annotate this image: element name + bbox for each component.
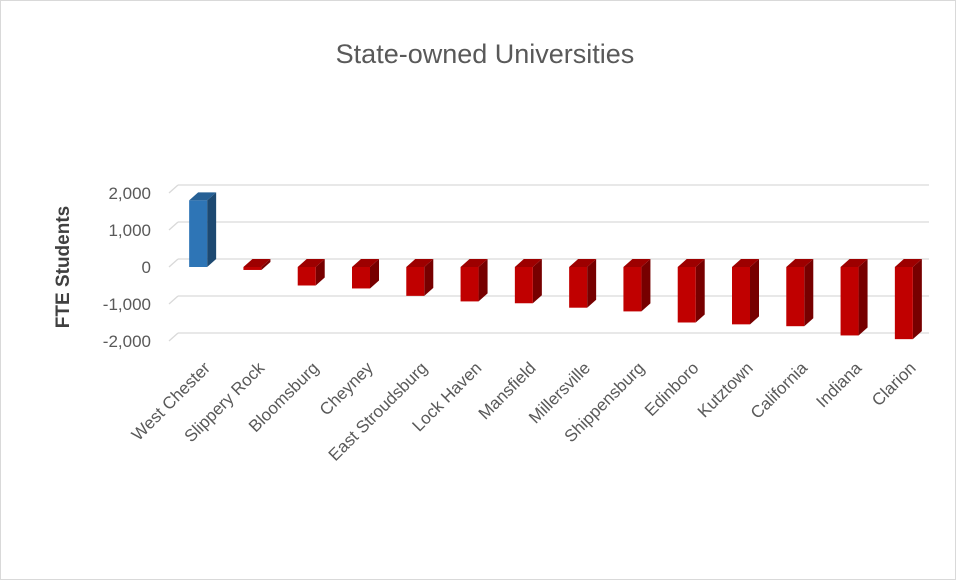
- gridline-floor: [168, 184, 179, 194]
- y-tick-label: 0: [142, 258, 151, 277]
- bar-top: [677, 259, 705, 267]
- gridlines: [168, 184, 929, 342]
- bar-top: [189, 192, 217, 201]
- bar: [352, 259, 379, 289]
- bar: [569, 259, 597, 308]
- x-tick-label: East Stroudsburg: [325, 358, 431, 464]
- bar-front: [460, 267, 479, 302]
- bar-side: [858, 259, 868, 336]
- bar: [894, 259, 922, 340]
- bar-front: [786, 267, 805, 327]
- bars: [189, 192, 922, 340]
- bar-front: [297, 267, 316, 286]
- bar-side: [532, 259, 542, 304]
- bar-side: [912, 259, 922, 340]
- bar: [297, 259, 325, 286]
- bar-side: [370, 259, 379, 289]
- gridline-floor: [168, 295, 179, 305]
- bar: [460, 259, 488, 302]
- bar-side: [478, 259, 488, 302]
- bar-side: [695, 259, 705, 323]
- bar-front: [569, 267, 588, 308]
- chart-title: State-owned Universities: [336, 39, 635, 69]
- bar-top: [460, 259, 488, 267]
- bar-top: [840, 259, 868, 267]
- bar-side: [750, 259, 759, 325]
- bar: [677, 259, 705, 323]
- bar-front: [189, 200, 208, 267]
- bar-front: [243, 267, 262, 270]
- bar-front: [732, 267, 750, 325]
- bar-front: [406, 267, 425, 296]
- y-tick-label: 1,000: [108, 221, 151, 240]
- bar: [406, 259, 434, 296]
- gridline-floor: [168, 332, 179, 342]
- bar: [786, 259, 814, 327]
- bar: [840, 259, 868, 336]
- bar-top: [352, 259, 379, 267]
- x-tick-label: Edinboro: [641, 358, 703, 420]
- bar-top: [243, 259, 271, 267]
- bar-front: [677, 267, 696, 323]
- bar-side: [315, 259, 325, 286]
- y-tick-label: 2,000: [108, 184, 151, 203]
- bar-side: [587, 259, 597, 308]
- bar-front: [352, 267, 370, 289]
- y-axis-ticks: 2,000 1,000 0 -1,000 -2,000: [103, 184, 151, 351]
- bar-side: [261, 259, 271, 270]
- bar-top: [786, 259, 814, 267]
- bar: [243, 259, 271, 270]
- gridline-floor: [168, 221, 179, 231]
- bar-side: [641, 259, 651, 312]
- bar-top: [514, 259, 542, 267]
- bar-top: [297, 259, 325, 267]
- y-tick-label: -1,000: [103, 295, 151, 314]
- bar-top: [623, 259, 651, 267]
- bar: [514, 259, 542, 304]
- x-tick-label: Clarion: [868, 358, 920, 410]
- bar-top: [732, 259, 759, 267]
- bar-top: [894, 259, 922, 267]
- bar: [189, 192, 217, 267]
- bar-top: [569, 259, 597, 267]
- x-tick-label: Kutztown: [694, 358, 757, 421]
- bar-side: [424, 259, 434, 296]
- bar-top: [406, 259, 434, 267]
- y-axis-title: FTE Students: [53, 206, 74, 328]
- x-tick-label: Indiana: [813, 358, 866, 411]
- bar-front: [623, 267, 642, 312]
- y-tick-label: -2,000: [103, 332, 151, 351]
- bar-side: [207, 192, 217, 267]
- bar-side: [804, 259, 814, 327]
- x-tick-label: California: [747, 358, 812, 423]
- bar: [732, 259, 759, 325]
- bar-front: [894, 267, 913, 340]
- gridline-floor: [168, 258, 179, 268]
- bar: [623, 259, 651, 312]
- bar-front: [840, 267, 859, 336]
- bar-front: [514, 267, 533, 304]
